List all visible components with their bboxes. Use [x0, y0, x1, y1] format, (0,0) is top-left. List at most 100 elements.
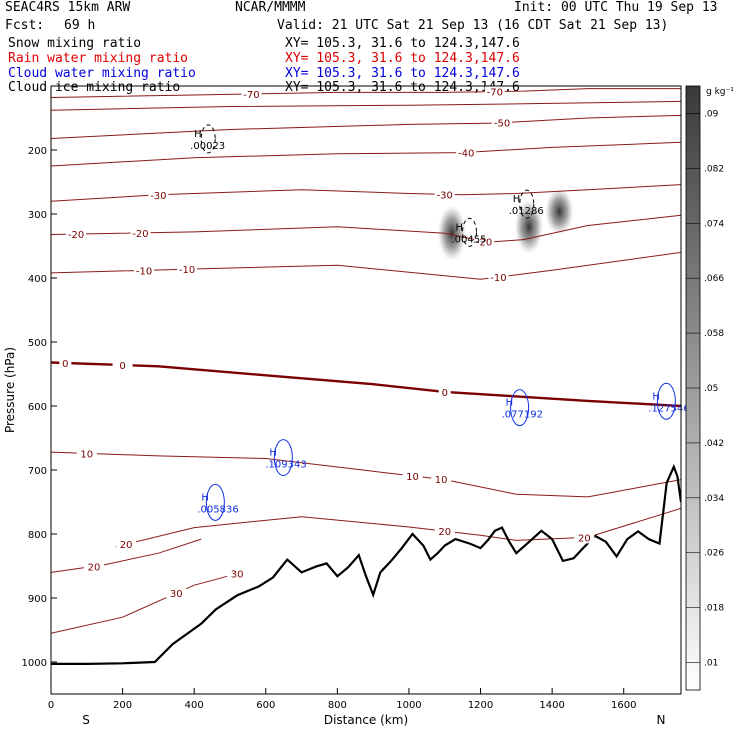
extra-label-bg-1	[66, 228, 87, 241]
temperature-contour-10	[51, 538, 202, 573]
header-valid: Valid: 21 UTC Sat 21 Sep 13 (16 CDT Sat …	[277, 18, 669, 33]
contour-label-11: 30	[170, 589, 183, 600]
cloud-outline-6	[656, 382, 676, 420]
maximum-marker-0: H	[194, 129, 202, 140]
temperature-contour-4	[51, 184, 681, 202]
zero-contour-label-2: 0	[442, 388, 448, 399]
colorbar-tick-label-6: .058	[704, 329, 724, 339]
zero-label-bg-0	[59, 356, 72, 369]
x-tick-label-8: 1600	[611, 700, 636, 711]
contour-label-bg-9	[434, 525, 455, 538]
extra-contour-label-8: 20	[120, 540, 133, 551]
header-center: NCAR/MMMM	[235, 0, 306, 15]
temperature-contour-1	[51, 100, 681, 111]
extra-label-bg-7	[574, 531, 595, 544]
extra-contour-label-7: 20	[578, 533, 591, 544]
header-init: Init: 00 UTC Thu 19 Sep 13	[514, 0, 718, 15]
extra-contour-label-9: 30	[231, 570, 244, 581]
extra-contour-label-1: -20	[68, 230, 84, 241]
contour-label-3: -40	[458, 148, 474, 159]
x-tick-label-7: 1400	[539, 700, 564, 711]
colorbar-tick-label-7: .066	[704, 274, 724, 284]
header-model: SEAC4RS 15km ARW	[5, 0, 131, 15]
extra-contour-label-5: 10	[406, 472, 419, 483]
contour-label-bg-6	[134, 264, 155, 277]
temperature-contour-2	[51, 114, 681, 139]
colorbar-unit: g kg⁻¹	[706, 87, 734, 97]
contour-label-bg-2	[492, 116, 513, 129]
x-tick-label-5: 1000	[396, 700, 421, 711]
maximum-marker-4: H	[201, 492, 209, 503]
maximum-marker-1: H	[455, 222, 463, 233]
maximum-value-1: .00455	[451, 234, 486, 245]
maximum-value-3: .109343	[265, 460, 306, 471]
y-tick-label-8: 1000	[22, 658, 47, 669]
direction-south: S	[82, 713, 90, 727]
maximum-marker-6: H	[652, 391, 660, 402]
y-tick-label-3: 500	[28, 338, 47, 349]
contour-label-9: 20	[438, 527, 451, 538]
colorbar-tick-label-10: .09	[704, 109, 719, 119]
maximum-value-0: .00023	[190, 141, 225, 152]
extra-contour-label-0: -30	[437, 190, 453, 201]
extra-label-bg-10	[241, 87, 262, 100]
temperature-contour-11	[51, 573, 238, 634]
maximum-marker-2: H	[513, 194, 521, 205]
contour-label-bg-5	[130, 226, 151, 239]
contour-label-5: -20	[132, 229, 148, 240]
cloud-outline-3	[273, 439, 293, 477]
extra-contour-label-3: -10	[179, 265, 195, 276]
y-axis-title: Pressure (hPa)	[3, 347, 17, 433]
header-fcst-value: 69 h	[64, 18, 96, 33]
field-name-snow: Snow mixing ratio	[8, 36, 142, 51]
terrain-surface-line	[51, 463, 681, 665]
maximum-value-5: .077192	[502, 410, 543, 421]
zero-contour-label-1: 0	[119, 361, 125, 372]
temperature-contour-8	[51, 451, 681, 498]
contour-label-4: -30	[150, 191, 166, 202]
ice-shading-0	[437, 205, 466, 261]
y-tick-label-6: 800	[28, 530, 47, 541]
x-tick-label-0: 0	[48, 700, 54, 711]
maximum-value-4: .005836	[197, 504, 238, 515]
y-tick-label-0: 200	[28, 146, 47, 157]
contour-label-10: 20	[88, 562, 101, 573]
y-tick-label-4: 600	[28, 402, 47, 413]
x-tick-label-2: 400	[185, 700, 204, 711]
cloud-outline-1	[461, 217, 477, 247]
maximum-marker-5: H	[506, 398, 514, 409]
maximum-value-2: .01286	[509, 206, 544, 217]
extra-label-bg-5	[402, 469, 423, 482]
contour-label-bg-3	[456, 146, 477, 159]
y-tick-label-7: 900	[28, 594, 47, 605]
contour-label-bg-4	[148, 188, 169, 201]
contour-label-2: -50	[494, 119, 510, 130]
maximum-marker-3: H	[269, 448, 277, 459]
temperature-contour-0	[51, 88, 681, 98]
contour-label-bg-10	[83, 560, 104, 573]
colorbar-tick-label-4: .042	[704, 439, 724, 449]
extra-label-bg-8	[116, 538, 137, 551]
extra-label-bg-6	[431, 473, 452, 486]
temperature-contour-6	[51, 251, 681, 280]
extra-label-bg-2	[474, 235, 495, 248]
zero-label-bg-1	[116, 359, 129, 372]
zero-label-bg-2	[438, 385, 451, 398]
colorbar-tick-label-8: .074	[704, 219, 724, 229]
field-xy-cloud-water: XY= 105.3, 31.6 to 124.3,147.6	[285, 66, 520, 81]
extra-label-bg-0	[434, 188, 455, 201]
cloud-outline-2	[519, 189, 535, 219]
contour-label-6: -10	[136, 266, 152, 277]
ice-shading-2	[545, 188, 574, 235]
contour-label-8: 10	[80, 449, 93, 460]
contour-label-bg-8	[76, 447, 97, 460]
zero-contour-label-0: 0	[62, 359, 68, 370]
x-tick-label-1: 200	[113, 700, 132, 711]
field-xy-rain: XY= 105.3, 31.6 to 124.3,147.6	[285, 51, 520, 66]
y-tick-label-5: 700	[28, 466, 47, 477]
extra-label-bg-4	[488, 271, 509, 284]
x-tick-label-6: 1200	[468, 700, 493, 711]
field-xy-cloud-ice: XY= 105.3, 31.6 to 124.3,147.6	[285, 80, 520, 95]
extra-contour-label-2: -20	[476, 237, 492, 248]
field-name-rain: Rain water mixing ratio	[8, 51, 189, 66]
